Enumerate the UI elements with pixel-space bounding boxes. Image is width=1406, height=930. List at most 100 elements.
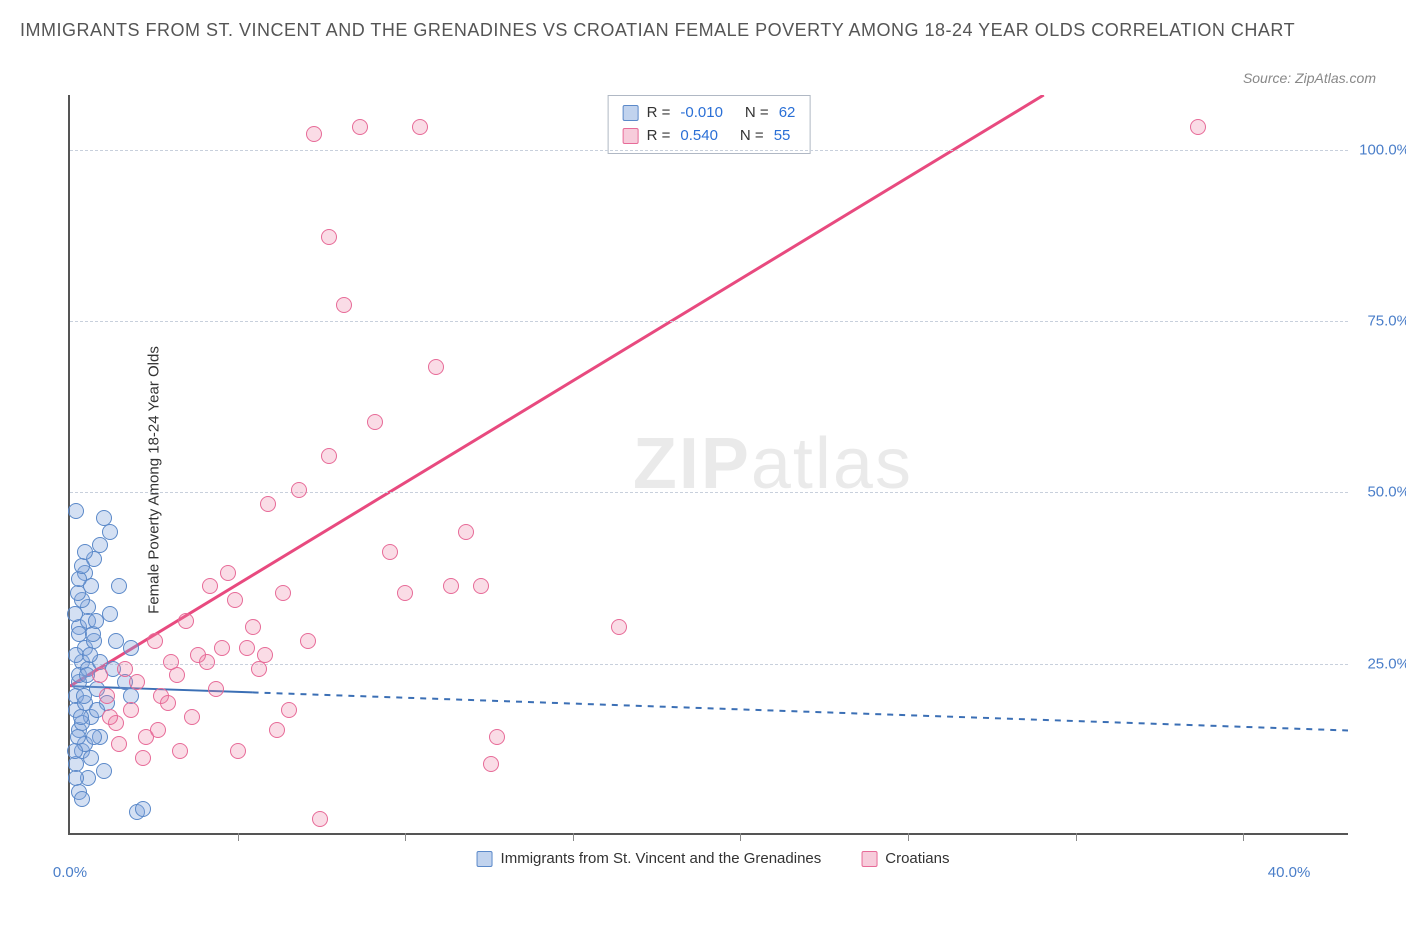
legend-r-label: R = [647, 102, 671, 125]
data-point [291, 482, 307, 498]
data-point [245, 619, 261, 635]
legend-n-label: N = [740, 125, 764, 148]
data-point [71, 571, 87, 587]
data-point [184, 709, 200, 725]
data-point [178, 613, 194, 629]
data-point [300, 633, 316, 649]
data-point [483, 756, 499, 772]
data-point [88, 613, 104, 629]
legend-swatch [477, 851, 493, 867]
data-point [96, 763, 112, 779]
chart-area: Female Poverty Among 18-24 Year Olds ZIP… [48, 95, 1378, 865]
x-tick [1076, 833, 1077, 841]
x-tick-label: 40.0% [1268, 864, 1311, 881]
data-point [86, 729, 102, 745]
data-point [412, 119, 428, 135]
data-point [428, 359, 444, 375]
x-tick [740, 833, 741, 841]
x-tick [908, 833, 909, 841]
data-point [82, 647, 98, 663]
data-point [382, 544, 398, 560]
data-point [111, 578, 127, 594]
data-point [220, 565, 236, 581]
data-point [336, 297, 352, 313]
data-point [443, 578, 459, 594]
data-point [227, 592, 243, 608]
data-point [260, 496, 276, 512]
stats-legend: R =-0.010N =62R =0.540N =55 [608, 95, 811, 154]
y-tick-label: 25.0% [1367, 655, 1406, 672]
data-point [68, 503, 84, 519]
plot-region: ZIPatlas R =-0.010N =62R =0.540N =55 25.… [68, 95, 1348, 835]
data-point [74, 558, 90, 574]
legend-r-value: -0.010 [680, 102, 723, 125]
data-point [367, 414, 383, 430]
y-tick-label: 100.0% [1359, 141, 1406, 158]
data-point [150, 722, 166, 738]
data-point [102, 709, 118, 725]
x-tick [405, 833, 406, 841]
data-point [239, 640, 255, 656]
data-point [70, 585, 86, 601]
data-point [92, 537, 108, 553]
data-point [190, 647, 206, 663]
data-point [73, 709, 89, 725]
data-point [102, 524, 118, 540]
legend-n-label: N = [745, 102, 769, 125]
data-point [611, 619, 627, 635]
gridline [70, 492, 1348, 493]
x-tick [1243, 833, 1244, 841]
legend-n-value: 55 [774, 125, 791, 148]
data-point [489, 729, 505, 745]
data-point [117, 661, 133, 677]
legend-r-label: R = [647, 125, 671, 148]
y-tick-label: 50.0% [1367, 484, 1406, 501]
data-point [169, 667, 185, 683]
legend-swatch [623, 128, 639, 144]
data-point [257, 647, 273, 663]
data-point [163, 654, 179, 670]
source-label: Source: ZipAtlas.com [1243, 70, 1376, 86]
chart-title: IMMIGRANTS FROM ST. VINCENT AND THE GREN… [20, 18, 1386, 43]
data-point [1190, 119, 1206, 135]
data-point [269, 722, 285, 738]
data-point [76, 688, 92, 704]
data-point [160, 695, 176, 711]
data-point [214, 640, 230, 656]
data-point [129, 674, 145, 690]
gridline [70, 150, 1348, 151]
data-point [135, 750, 151, 766]
data-point [275, 585, 291, 601]
gridline [70, 321, 1348, 322]
data-point [92, 667, 108, 683]
data-point [281, 702, 297, 718]
data-point [85, 626, 101, 642]
data-point [123, 702, 139, 718]
data-point [74, 791, 90, 807]
legend-swatch [861, 851, 877, 867]
data-point [70, 729, 86, 745]
data-point [77, 544, 93, 560]
legend-item: Croatians [861, 850, 949, 867]
trend-lines [70, 95, 1348, 833]
legend-row: R = 0.540 N = 55 [623, 125, 796, 148]
data-point [172, 743, 188, 759]
data-point [397, 585, 413, 601]
data-point [306, 126, 322, 142]
data-point [321, 448, 337, 464]
x-tick [238, 833, 239, 841]
legend-label: Croatians [885, 850, 949, 867]
data-point [83, 750, 99, 766]
data-point [135, 801, 151, 817]
data-point [67, 606, 83, 622]
data-point [251, 661, 267, 677]
data-point [312, 811, 328, 827]
data-point [473, 578, 489, 594]
series-legend: Immigrants from St. Vincent and the Gren… [477, 850, 950, 867]
data-point [123, 640, 139, 656]
data-point [230, 743, 246, 759]
legend-r-value: 0.540 [680, 125, 718, 148]
data-point [147, 633, 163, 649]
data-point [321, 229, 337, 245]
x-tick [573, 833, 574, 841]
